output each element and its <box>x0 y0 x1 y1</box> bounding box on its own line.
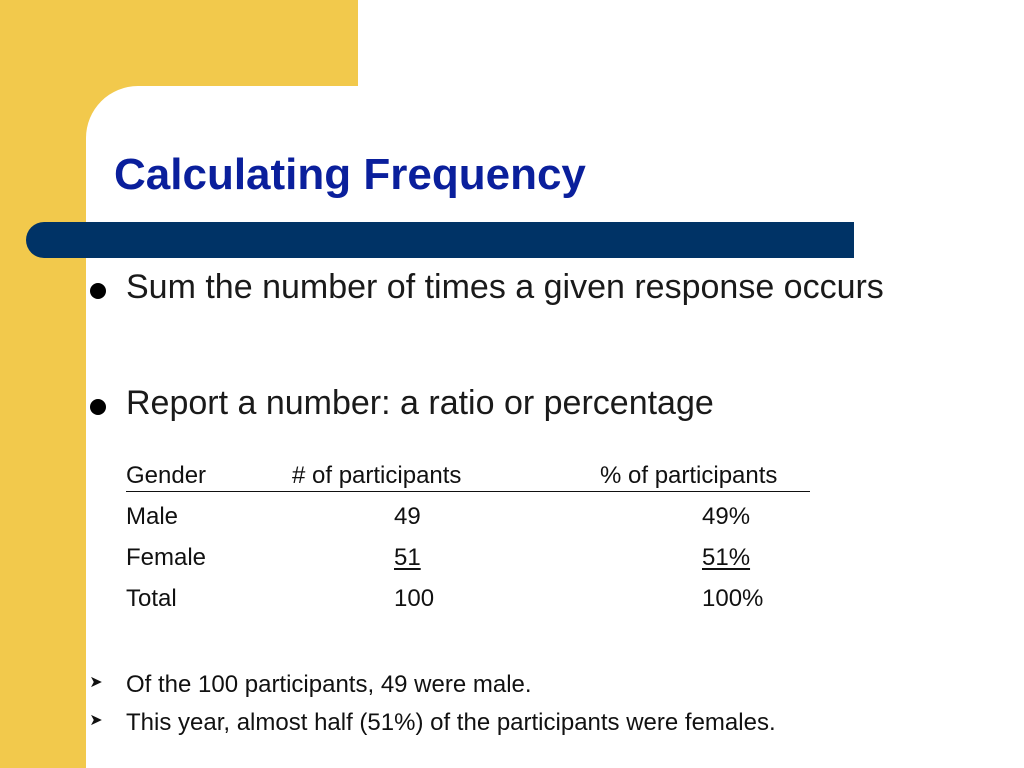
cell-count: 51 <box>394 544 421 571</box>
arrow-bullet-icon: ➤ <box>89 712 103 729</box>
bullet-text: Sum the number of times a given response… <box>126 268 884 306</box>
cell-count: 49 <box>394 503 421 530</box>
content-panel <box>86 86 1024 768</box>
bullet-dot-icon <box>90 283 106 299</box>
cell-percent: 51% <box>702 544 751 571</box>
header-gender: Gender <box>126 462 207 489</box>
arrow-bullet-icon: ➤ <box>89 674 103 691</box>
header-percent: % of participants <box>600 462 778 489</box>
sub-bullet-text: This year, almost half (51%) of the part… <box>126 709 776 736</box>
slide-title: Calculating Frequency <box>114 150 586 199</box>
cell-gender: Total <box>126 585 177 612</box>
sub-bullet-text: Of the 100 participants, 49 were male. <box>126 671 532 698</box>
cell-gender: Male <box>126 503 179 530</box>
header-participants: # of participants <box>292 462 462 489</box>
header-underline <box>126 491 810 492</box>
cell-percent: 100% <box>702 585 764 612</box>
bullet-dot-icon <box>90 399 106 415</box>
title-underline-bar <box>26 222 854 258</box>
cell-count: 100 <box>394 585 435 612</box>
cell-percent: 49% <box>702 503 751 530</box>
bullet-text: Report a number: a ratio or percentage <box>126 384 714 422</box>
cell-gender: Female <box>126 544 207 571</box>
